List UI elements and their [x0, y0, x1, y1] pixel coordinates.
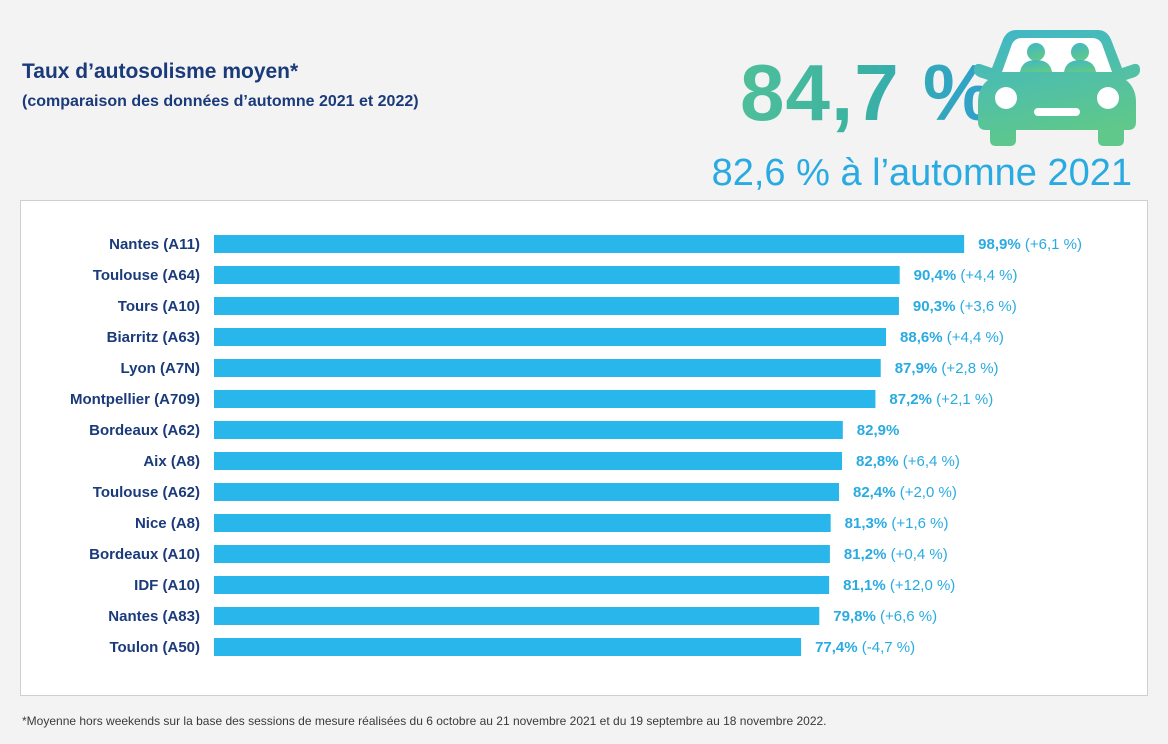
- bar-change: (+12,0 %): [886, 577, 956, 594]
- bar-value: 82,4%: [853, 484, 896, 501]
- bar-value: 87,2%: [889, 391, 932, 408]
- bar-value: 81,3%: [845, 515, 888, 532]
- chart-subtitle: (comparaison des données d’automne 2021 …: [22, 93, 419, 110]
- headline-rate: 84,7 %: [740, 48, 996, 137]
- value-label: 81,2% (+0,4 %): [844, 546, 948, 563]
- bar-value: 90,4%: [914, 267, 957, 284]
- bar-change: (+6,4 %): [899, 453, 960, 470]
- bar: [214, 545, 830, 563]
- category-label: Nantes (A11): [109, 236, 200, 253]
- bar-change: (+6,1 %): [1021, 236, 1082, 253]
- previous-year-rate: 82,6 % à l’automne 2021: [711, 152, 1132, 194]
- bar-change: (+2,0 %): [896, 484, 957, 501]
- chart-panel: Nantes (A11) 98,9% (+6,1 %) Toulouse (A64)…: [20, 200, 1148, 696]
- bar-value: 87,9%: [895, 360, 938, 377]
- category-label: Biarritz (A63): [107, 329, 200, 346]
- bar: [214, 421, 843, 439]
- value-label: 79,8% (+6,6 %): [833, 608, 937, 625]
- bar-value: 82,8%: [856, 453, 899, 470]
- bar: [214, 266, 900, 284]
- category-label: Tours (A10): [118, 298, 200, 315]
- bar-value: 88,6%: [900, 329, 943, 346]
- bar-change: (+2,8 %): [937, 360, 998, 377]
- bar-change: (+2,1 %): [932, 391, 993, 408]
- bar: [214, 328, 887, 346]
- value-label: 81,1% (+12,0 %): [843, 577, 955, 594]
- bar: [214, 607, 820, 625]
- value-label: 87,2% (+2,1 %): [889, 391, 993, 408]
- category-label: Toulouse (A62): [93, 484, 200, 501]
- bar-change: (+1,6 %): [887, 515, 948, 532]
- category-label: Lyon (A7N): [121, 360, 200, 377]
- bar-change: (+4,4 %): [956, 267, 1017, 284]
- value-label: 82,9%: [857, 422, 900, 439]
- bar: [214, 483, 840, 501]
- bar: [214, 297, 899, 315]
- footnote: *Moyenne hors weekends sur la base des s…: [22, 714, 827, 728]
- category-label: IDF (A10): [134, 577, 200, 594]
- bar-value: 82,9%: [857, 422, 900, 439]
- value-label: 90,3% (+3,6 %): [913, 298, 1017, 315]
- category-label: Montpellier (A709): [70, 391, 200, 408]
- bar-value: 90,3%: [913, 298, 956, 315]
- bar-change: (+0,4 %): [886, 546, 947, 563]
- value-label: 77,4% (-4,7 %): [815, 639, 915, 656]
- category-label: Toulouse (A64): [93, 267, 200, 284]
- category-label: Aix (A8): [143, 453, 200, 470]
- bar-change: (+4,4 %): [943, 329, 1004, 346]
- bar: [214, 390, 876, 408]
- value-label: 81,3% (+1,6 %): [845, 515, 949, 532]
- value-label: 88,6% (+4,4 %): [900, 329, 1004, 346]
- value-label: 82,4% (+2,0 %): [853, 484, 957, 501]
- category-label: Bordeaux (A62): [89, 422, 200, 439]
- category-label: Nantes (A83): [108, 608, 200, 625]
- bar-change: (+6,6 %): [876, 608, 937, 625]
- value-label: 98,9% (+6,1 %): [978, 236, 1082, 253]
- bar-change: (-4,7 %): [858, 639, 916, 656]
- bar-change: (+3,6 %): [955, 298, 1016, 315]
- bar: [214, 514, 831, 532]
- category-label: Toulon (A50): [109, 639, 200, 656]
- category-label: Nice (A8): [135, 515, 200, 532]
- bar-value: 81,1%: [843, 577, 886, 594]
- value-label: 87,9% (+2,8 %): [895, 360, 999, 377]
- bar-value: 98,9%: [978, 236, 1021, 253]
- bar: [214, 638, 802, 656]
- bar-chart: Nantes (A11) 98,9% (+6,1 %) Toulouse (A64)…: [70, 235, 1082, 656]
- bar: [214, 359, 881, 377]
- bar: [214, 576, 830, 594]
- bar-value: 77,4%: [815, 639, 858, 656]
- bar: [214, 452, 843, 470]
- chart-title: Taux d’autosolisme moyen*: [22, 60, 299, 83]
- category-label: Bordeaux (A10): [89, 546, 200, 563]
- bar: [214, 235, 965, 253]
- value-label: 82,8% (+6,4 %): [856, 453, 960, 470]
- bar-value: 79,8%: [833, 608, 876, 625]
- car-with-passengers-icon: [974, 30, 1140, 146]
- bar-value: 81,2%: [844, 546, 887, 563]
- value-label: 90,4% (+4,4 %): [914, 267, 1018, 284]
